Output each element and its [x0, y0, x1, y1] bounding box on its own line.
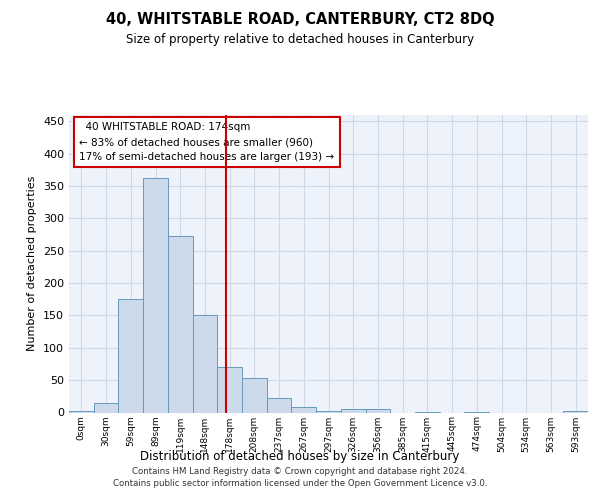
Bar: [193, 316, 217, 412]
Bar: [267, 398, 292, 412]
Bar: [563, 411, 588, 412]
Bar: [365, 408, 390, 412]
Text: 40, WHITSTABLE ROAD, CANTERBURY, CT2 8DQ: 40, WHITSTABLE ROAD, CANTERBURY, CT2 8DQ: [106, 12, 494, 28]
Bar: [118, 300, 143, 412]
Bar: [341, 410, 365, 412]
Bar: [242, 378, 267, 412]
Text: 40 WHITSTABLE ROAD: 174sqm  
← 83% of detached houses are smaller (960)
17% of s: 40 WHITSTABLE ROAD: 174sqm ← 83% of deta…: [79, 122, 335, 162]
Text: Distribution of detached houses by size in Canterbury: Distribution of detached houses by size …: [140, 450, 460, 463]
Bar: [316, 410, 341, 412]
Bar: [168, 236, 193, 412]
Bar: [69, 411, 94, 412]
Text: Contains HM Land Registry data © Crown copyright and database right 2024.
Contai: Contains HM Land Registry data © Crown c…: [113, 466, 487, 487]
Text: Size of property relative to detached houses in Canterbury: Size of property relative to detached ho…: [126, 32, 474, 46]
Bar: [94, 403, 118, 412]
Bar: [217, 367, 242, 412]
Y-axis label: Number of detached properties: Number of detached properties: [28, 176, 37, 352]
Bar: [143, 178, 168, 412]
Bar: [292, 408, 316, 412]
